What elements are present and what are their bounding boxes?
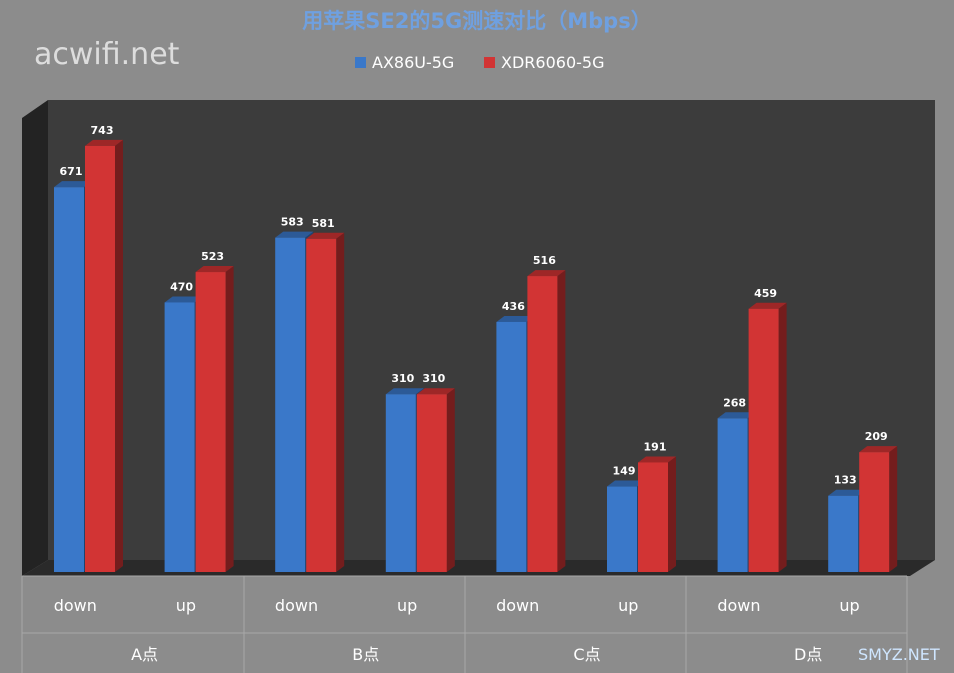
legend-swatch-xdr6060 xyxy=(484,57,495,68)
bar-front xyxy=(416,394,447,572)
plot-floor xyxy=(22,560,935,576)
legend: AX86U-5G XDR6060-5G xyxy=(355,53,604,72)
bar-front xyxy=(527,276,558,572)
bar-xdr6060-0 xyxy=(85,139,123,572)
bar-side xyxy=(889,446,898,572)
bar-xdr6060-5 xyxy=(638,456,676,572)
tick-label: down xyxy=(54,596,97,615)
bar-front xyxy=(164,302,195,572)
bar-top xyxy=(748,302,787,309)
bar-front xyxy=(496,321,527,572)
data-label: 133 xyxy=(834,474,857,487)
data-label: 209 xyxy=(865,430,888,443)
group-label: D点 xyxy=(794,645,822,664)
data-label: 516 xyxy=(533,254,556,267)
data-label: 470 xyxy=(170,280,193,293)
group-label: C点 xyxy=(573,645,600,664)
plot-back-wall xyxy=(48,100,935,560)
data-label: 581 xyxy=(312,217,335,230)
category-axis xyxy=(21,575,908,673)
bar-front xyxy=(275,237,306,572)
bar-xdr6060-6 xyxy=(748,302,787,572)
bar-top xyxy=(717,412,756,419)
data-label: 459 xyxy=(754,287,777,300)
data-label: 268 xyxy=(723,396,746,409)
data-label: 191 xyxy=(644,440,667,453)
tick-label: down xyxy=(717,596,760,615)
bar-side xyxy=(336,232,345,572)
bar-xdr6060-3 xyxy=(416,388,455,572)
legend-item-ax86u: AX86U-5G xyxy=(355,53,454,72)
tick-label: down xyxy=(275,596,318,615)
bar-front xyxy=(748,308,779,572)
data-label: 523 xyxy=(201,250,224,263)
data-label: 671 xyxy=(60,165,83,178)
bar-side xyxy=(115,139,123,572)
bar-top xyxy=(54,181,92,188)
tick-label: down xyxy=(496,596,539,615)
bar-side xyxy=(225,266,234,572)
data-label: 436 xyxy=(502,300,525,313)
bar-front xyxy=(195,272,226,572)
bar-front xyxy=(638,462,668,572)
group-label: B点 xyxy=(352,645,379,664)
data-label: 149 xyxy=(613,465,636,478)
bar-front xyxy=(717,418,748,572)
bar-xdr6060-4 xyxy=(527,270,566,572)
bar-front xyxy=(607,486,637,572)
legend-label-ax86u: AX86U-5G xyxy=(372,53,454,72)
bar-xdr6060-1 xyxy=(195,266,234,572)
bar-front xyxy=(859,452,890,572)
bar-top xyxy=(275,231,314,238)
bar-xdr6060-2 xyxy=(306,232,345,572)
bar-top xyxy=(385,388,424,395)
data-labels: 671 743 470 523 583 581 310 310 436 516 149 191 268 4… xyxy=(60,124,888,487)
legend-label-xdr6060: XDR6060-5G xyxy=(501,53,604,72)
tick-label: up xyxy=(618,596,638,615)
legend-swatch-ax86u xyxy=(355,57,366,68)
group-labels: A点 B点 C点 D点 xyxy=(131,645,822,664)
plot-left-wall xyxy=(22,100,48,576)
bar-front xyxy=(306,238,337,572)
bar-top xyxy=(85,139,123,146)
group-label: A点 xyxy=(131,645,158,664)
data-label: 583 xyxy=(281,216,304,229)
watermark-top-left: acwifi.net xyxy=(34,37,180,72)
bar-top xyxy=(496,315,535,322)
data-label: 310 xyxy=(391,372,414,385)
bar-xdr6060-7 xyxy=(859,446,898,572)
bar-top xyxy=(828,489,867,496)
bar-top xyxy=(607,480,645,487)
bar-side xyxy=(446,388,455,572)
tick-label: up xyxy=(397,596,417,615)
bar-side xyxy=(668,456,676,572)
bar-side xyxy=(557,270,566,572)
tick-label: up xyxy=(176,596,196,615)
bar-front xyxy=(385,394,416,572)
bar-front xyxy=(54,187,84,572)
bar-top xyxy=(195,266,234,273)
data-label: 310 xyxy=(422,372,445,385)
data-label: 743 xyxy=(91,124,114,137)
legend-item-xdr6060: XDR6060-5G xyxy=(484,53,604,72)
plot-frame xyxy=(22,100,935,576)
bar-top xyxy=(638,456,676,463)
bar-top xyxy=(416,388,455,395)
chart-title: 用苹果SE2的5G测速对比（Mbps） xyxy=(302,9,651,33)
bar-front xyxy=(85,145,115,572)
bars xyxy=(54,139,898,572)
bar-top xyxy=(306,232,345,239)
bar-top xyxy=(859,446,898,453)
bar-front xyxy=(828,495,859,572)
bar-top xyxy=(527,270,566,277)
bar-top xyxy=(164,296,203,303)
watermark-bottom-right: SMYZ.NET xyxy=(858,645,940,664)
tick-label: up xyxy=(839,596,859,615)
bar-side xyxy=(778,302,787,572)
tick-labels: down up down up down up down up xyxy=(54,596,860,615)
